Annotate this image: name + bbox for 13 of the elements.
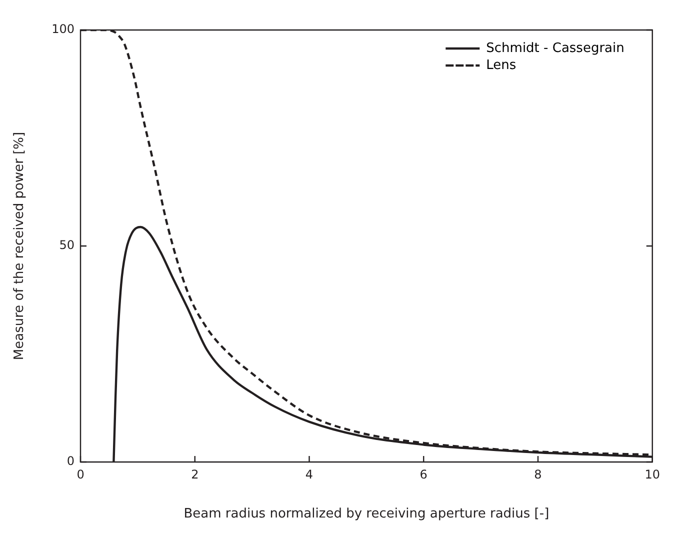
x-tick-label: 2 <box>191 467 199 482</box>
y-tick-label: 0 <box>66 454 75 468</box>
x-tick-label: 0 <box>76 467 84 482</box>
y-tick-label: 50 <box>59 238 75 252</box>
y-tick-label: 100 <box>52 22 75 36</box>
y-axis-title: Measure of the received power [%] <box>12 132 28 360</box>
x-axis-title: Beam radius normalized by receiving aperture radius [-] <box>184 506 550 522</box>
x-tick-label: 6 <box>420 467 428 482</box>
x-tick-label: 8 <box>534 467 542 482</box>
x-tick-label: 10 <box>644 467 660 482</box>
x-tick-label: 4 <box>305 467 314 482</box>
legend-label: Lens <box>486 58 516 73</box>
legend-label: Schmidt - Cassegrain <box>486 40 624 56</box>
